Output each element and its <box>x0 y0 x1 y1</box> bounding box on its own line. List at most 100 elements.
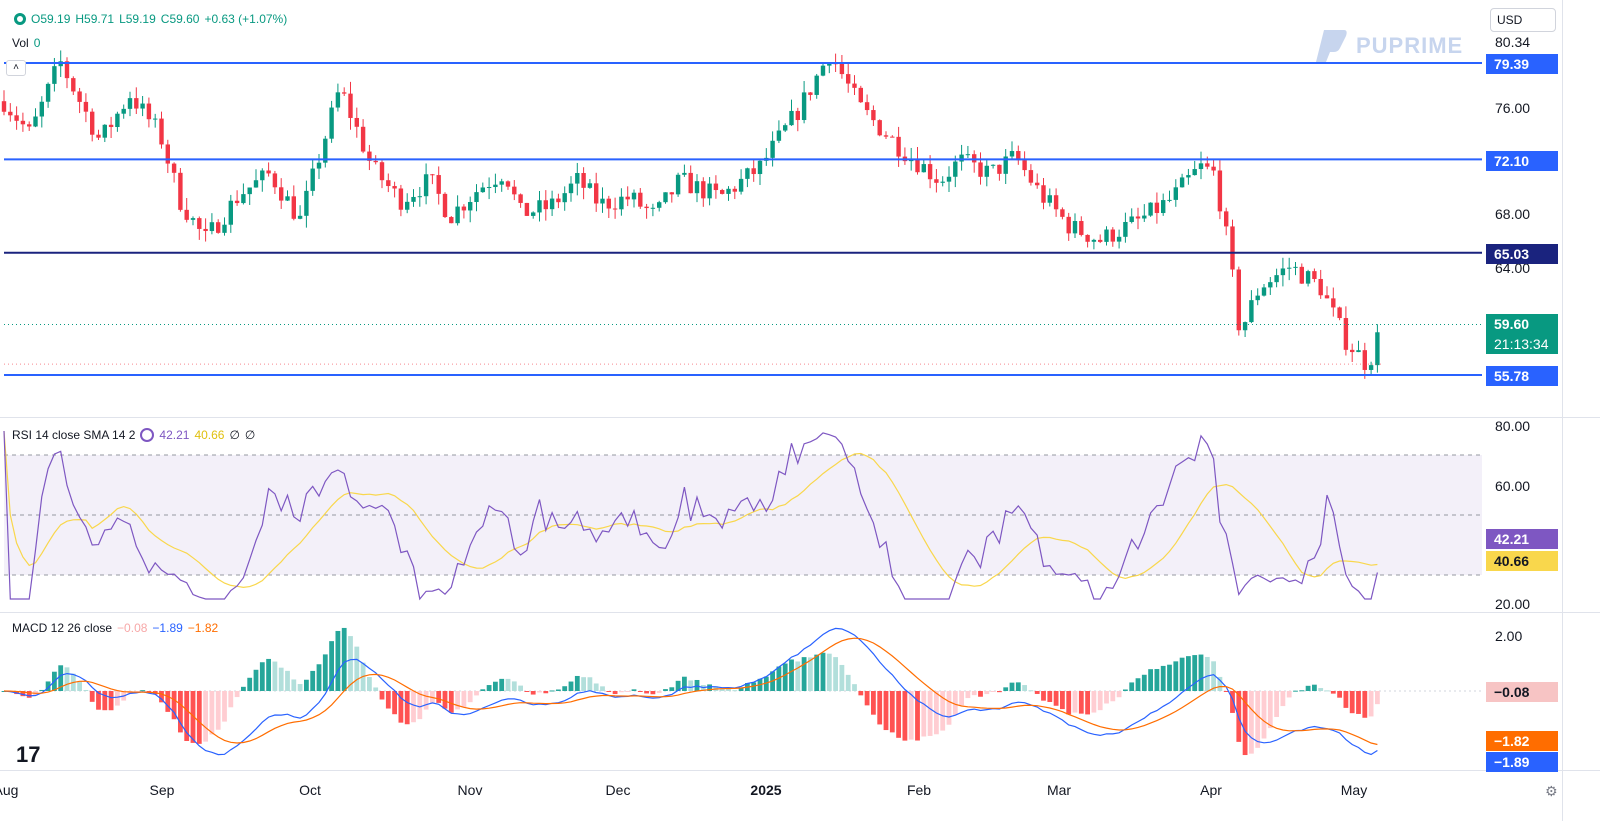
candle-body <box>1129 216 1134 222</box>
candle-body <box>1305 271 1311 284</box>
macd-hist-bar <box>310 670 316 691</box>
candle-body <box>1312 271 1317 279</box>
candle-body <box>291 196 296 219</box>
candle-body <box>247 187 252 195</box>
tradingview-logo[interactable]: 17 <box>16 742 41 767</box>
macd-hist-value: −0.08 <box>117 621 148 635</box>
level-tag-79[interactable]: 79.39 <box>1486 54 1558 74</box>
macd-hist-bar <box>1110 691 1116 702</box>
candle-body <box>612 208 618 210</box>
macd-hist-bar <box>549 690 555 692</box>
candle-body <box>266 170 271 174</box>
candle-body <box>1085 234 1090 242</box>
macd-tick-2: 2.00 <box>1495 628 1523 644</box>
level-tag-65[interactable]: 65.03 <box>1486 244 1558 264</box>
candle-body <box>96 134 101 138</box>
candle-body <box>1035 182 1040 186</box>
candle-body <box>846 74 851 84</box>
candle-body <box>228 200 233 225</box>
macd-hist-bar <box>272 661 278 691</box>
macd-hist-bar <box>1186 656 1191 691</box>
candle-body <box>310 168 315 191</box>
collapse-legend-button[interactable]: ˄ <box>6 60 26 76</box>
refresh-icon[interactable] <box>140 428 155 442</box>
rsi-extra-2: ∅ <box>244 428 256 442</box>
candle-body <box>1211 166 1216 171</box>
brand-logo: PUPRIME <box>1310 26 1463 66</box>
brand-name: PUPRIME <box>1356 33 1464 58</box>
time-label-apr: Apr <box>1200 782 1222 798</box>
time-label-dec: Dec <box>605 782 631 798</box>
candle-body <box>272 173 278 188</box>
candle-body <box>1230 226 1235 270</box>
candle-body <box>83 101 89 112</box>
pane-separator-rsi[interactable] <box>0 417 1600 418</box>
macd-hist-bar <box>58 665 64 691</box>
macd-hist-bar <box>467 691 473 703</box>
market-status-icon[interactable] <box>14 13 26 25</box>
macd-hist-bar <box>537 691 542 693</box>
chevron-up-icon: ˄ <box>13 62 19 73</box>
candle-body <box>839 63 845 75</box>
macd-hist-bar <box>952 691 958 715</box>
candle-body <box>1293 266 1298 268</box>
macd-hist-bar <box>707 684 712 691</box>
candle-body <box>153 118 158 120</box>
candle-body <box>726 188 731 194</box>
macd-hist-bar <box>442 691 448 709</box>
candle-body <box>858 87 863 103</box>
rsi-legend: RSI 14 close SMA 14 2 42.21 40.66 ∅ ∅ <box>12 428 255 442</box>
candle-body <box>373 160 378 163</box>
candle-body <box>751 168 756 175</box>
close-value: C59.60 <box>160 12 200 26</box>
macd-hist-bar <box>845 674 851 691</box>
macd-hist-bar <box>908 691 914 740</box>
low-value: L59.19 <box>119 12 156 26</box>
candle-body <box>1053 195 1059 210</box>
candle-body <box>575 173 580 184</box>
candle-body <box>1268 282 1273 288</box>
macd-hist-bar <box>77 681 82 691</box>
macd-hist-bar <box>411 691 416 723</box>
macd-hist-bar <box>1230 691 1235 713</box>
candle-body <box>606 198 611 209</box>
candle-body <box>1368 365 1374 370</box>
macd-hist-bar <box>322 654 328 691</box>
gear-icon[interactable]: ⚙ <box>1545 783 1558 799</box>
candle-body <box>694 181 700 194</box>
pane-separator-macd[interactable] <box>0 612 1600 613</box>
open-value: O59.19 <box>31 12 71 26</box>
candle-body <box>430 174 435 176</box>
macd-hist-bar <box>574 675 580 691</box>
candle-body <box>165 144 170 164</box>
candle-body <box>64 61 70 79</box>
last-price-tag[interactable]: 59.60 21:13:34 <box>1486 314 1558 354</box>
candle-body <box>386 180 391 187</box>
level-tag-55[interactable]: 55.78 <box>1486 366 1558 386</box>
candle-body <box>134 98 139 109</box>
macd-hist-bar <box>1173 661 1179 691</box>
macd-hist-bar <box>1179 657 1185 691</box>
candle-body <box>1318 278 1323 296</box>
candle-body <box>946 176 952 182</box>
candle-body <box>1331 298 1336 308</box>
macd-hist-bar <box>1223 691 1229 692</box>
currency-selector[interactable]: USD <box>1490 8 1556 32</box>
candle-body <box>675 174 681 195</box>
candle-body <box>140 103 145 109</box>
candle-body <box>581 173 586 188</box>
candle-body <box>297 215 303 219</box>
candle-body <box>190 218 196 220</box>
macd-hist-bar <box>1091 691 1097 713</box>
ohlc-legend: O59.19 H59.71 L59.19 C59.60 +0.63 (+1.07… <box>14 12 287 26</box>
macd-hist-bar <box>556 689 561 691</box>
macd-hist-bar <box>64 667 70 691</box>
volume-value: 0 <box>33 36 41 50</box>
candle-body <box>216 222 221 233</box>
candle-body <box>1287 267 1292 269</box>
level-tag-72[interactable]: 72.10 <box>1486 151 1558 171</box>
macd-hist-bar <box>1217 676 1223 691</box>
candle-body <box>304 190 309 216</box>
macd-hist-bar <box>1211 661 1216 691</box>
